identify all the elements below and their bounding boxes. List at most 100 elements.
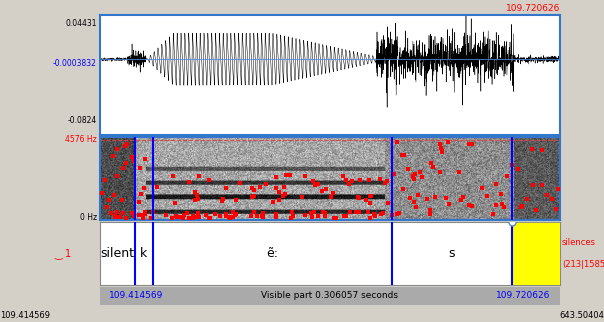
Point: [188, 215, 198, 220]
Point: [309, 210, 319, 215]
Point: [117, 197, 127, 203]
Point: [118, 210, 128, 215]
Point: [129, 158, 139, 163]
Point: [321, 211, 330, 216]
Point: [194, 214, 204, 220]
Point: [259, 214, 268, 219]
Point: [318, 210, 328, 215]
Point: [193, 193, 202, 198]
Point: [464, 203, 474, 208]
Point: [437, 149, 446, 155]
Point: [120, 143, 129, 148]
Point: [271, 174, 281, 179]
Point: [310, 182, 320, 187]
Point: [170, 200, 180, 205]
Point: [496, 191, 506, 196]
Point: [109, 193, 119, 198]
Point: [353, 194, 362, 199]
Point: [215, 214, 225, 219]
Point: [252, 213, 262, 219]
Point: [103, 204, 112, 210]
Text: 4576 Hz: 4576 Hz: [65, 135, 97, 144]
Point: [491, 181, 501, 186]
Text: silent: silent: [100, 247, 134, 260]
Point: [129, 214, 138, 219]
Point: [342, 177, 352, 183]
Point: [553, 186, 563, 192]
Point: [222, 214, 231, 219]
Point: [288, 213, 298, 218]
Point: [317, 188, 327, 193]
Point: [491, 203, 501, 208]
Point: [274, 197, 284, 202]
Point: [392, 140, 402, 145]
Point: [410, 199, 419, 204]
Point: [422, 196, 431, 201]
Point: [281, 172, 291, 177]
Point: [285, 173, 295, 178]
Point: [370, 213, 380, 218]
Point: [136, 192, 146, 197]
Point: [321, 187, 331, 192]
Point: [522, 197, 532, 202]
Point: [341, 213, 351, 218]
Point: [140, 210, 150, 215]
Point: [425, 208, 435, 213]
Text: 0 Hz: 0 Hz: [80, 213, 97, 222]
Point: [190, 197, 200, 202]
Point: [168, 174, 178, 179]
Point: [300, 213, 309, 218]
Point: [98, 190, 108, 195]
Point: [127, 211, 137, 216]
Point: [416, 169, 425, 175]
Point: [279, 185, 289, 190]
Point: [148, 210, 158, 215]
Point: [193, 196, 202, 202]
Point: [249, 209, 259, 214]
Point: [249, 194, 259, 199]
Point: [551, 206, 561, 212]
Point: [172, 215, 182, 220]
Point: [271, 211, 281, 216]
Point: [141, 212, 150, 217]
Point: [328, 190, 338, 195]
Point: [172, 213, 181, 218]
Point: [345, 210, 355, 215]
Point: [230, 212, 240, 217]
Point: [392, 211, 402, 216]
Point: [228, 210, 238, 215]
Point: [347, 178, 356, 183]
Point: [436, 146, 446, 151]
Point: [365, 201, 375, 206]
Point: [370, 211, 379, 216]
Point: [384, 200, 393, 205]
Point: [507, 163, 517, 168]
Point: [257, 214, 267, 219]
Text: -0.0003832: -0.0003832: [53, 59, 97, 68]
Point: [110, 214, 120, 219]
Point: [425, 211, 434, 216]
Point: [205, 215, 214, 220]
Point: [140, 186, 149, 191]
Text: Visible part 0.306057 seconds: Visible part 0.306057 seconds: [262, 291, 399, 300]
Point: [210, 211, 220, 216]
Point: [259, 210, 268, 215]
Point: [134, 212, 144, 217]
Point: [326, 194, 336, 199]
Point: [375, 177, 385, 182]
Point: [313, 181, 323, 186]
Point: [379, 211, 388, 216]
Point: [430, 194, 440, 200]
Point: [188, 213, 198, 219]
Point: [182, 211, 192, 216]
Point: [408, 173, 418, 178]
Text: ‿ 1: ‿ 1: [55, 248, 72, 259]
Text: 109.720626: 109.720626: [506, 5, 560, 14]
Point: [228, 214, 237, 219]
Point: [477, 186, 487, 191]
Point: [127, 155, 137, 160]
Point: [110, 214, 120, 219]
Text: 109.414569: 109.414569: [109, 291, 164, 300]
Point: [517, 204, 527, 209]
Point: [271, 214, 281, 220]
